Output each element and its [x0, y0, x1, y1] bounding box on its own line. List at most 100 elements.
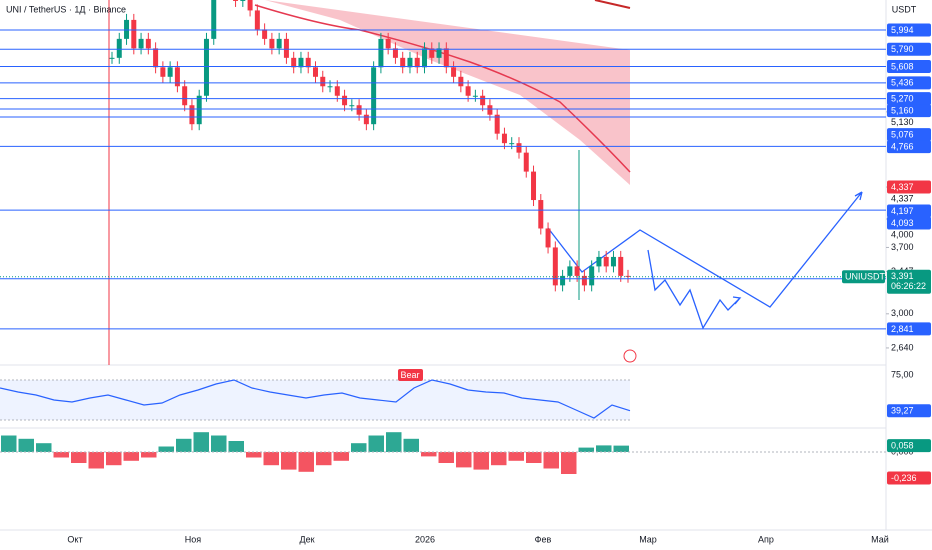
- price-tag-box: [887, 104, 931, 118]
- candle: [429, 48, 435, 58]
- histogram-bar: [543, 452, 559, 469]
- price-tag: 5,436: [891, 78, 914, 88]
- histogram-bar: [1, 435, 17, 452]
- candle: [392, 48, 398, 58]
- projection: [647, 249, 742, 330]
- price-tag: 5,608: [891, 61, 914, 71]
- candle: [320, 76, 326, 87]
- candle: [233, 0, 239, 1]
- price-tag-box: [887, 42, 931, 56]
- price-tag: 5,160: [891, 105, 914, 115]
- candle: [327, 86, 333, 88]
- candle: [174, 67, 180, 87]
- oscillator-value-box: [887, 471, 931, 485]
- histogram-bar: [228, 441, 244, 452]
- price-tag: 4,197: [891, 206, 914, 216]
- candle: [538, 200, 544, 229]
- symbol-badge-box: [842, 270, 885, 284]
- x-tick-label: Фев: [535, 534, 552, 544]
- symbol-badge: UNIUSDT: [845, 272, 886, 282]
- candle: [509, 143, 515, 145]
- candle: [349, 105, 355, 107]
- candle: [378, 38, 384, 68]
- candle: [436, 48, 442, 58]
- last-price-box: [887, 269, 931, 294]
- candle: [189, 105, 195, 125]
- candle: [182, 86, 188, 106]
- candle: [283, 38, 289, 58]
- candle: [138, 38, 144, 49]
- price-tag-box: [887, 60, 931, 74]
- histogram-bar: [316, 452, 332, 466]
- candle: [552, 247, 558, 286]
- candle: [407, 57, 413, 68]
- oscillator-value-box: [887, 439, 931, 453]
- price-tag: 5,270: [891, 93, 914, 103]
- price-tag-box: [887, 128, 931, 142]
- price-tag: 2,841: [891, 324, 914, 334]
- histogram-bar: [246, 452, 262, 458]
- x-tick-label: Дек: [299, 534, 314, 544]
- price-tag: 4,093: [891, 218, 914, 228]
- candle: [422, 48, 428, 68]
- histogram-bar: [613, 445, 629, 452]
- candle: [131, 19, 137, 49]
- y-tick-label: 75,00: [891, 369, 914, 379]
- histogram-bar: [456, 452, 472, 468]
- candle: [603, 256, 609, 267]
- x-tick-label: 2026: [415, 534, 435, 544]
- candle: [400, 57, 406, 68]
- candle: [262, 29, 268, 39]
- x-tick-label: Апр: [758, 534, 774, 544]
- candle: [356, 105, 362, 115]
- histogram-bar: [351, 443, 367, 452]
- histogram-bar: [211, 435, 227, 452]
- candle: [610, 256, 616, 267]
- candle: [153, 48, 159, 68]
- candle: [363, 114, 369, 125]
- histogram-bar: [53, 452, 69, 458]
- candle: [145, 38, 151, 49]
- histogram-bar: [561, 452, 577, 474]
- histogram-bar: [106, 452, 122, 466]
- moving-average: [254, 4, 631, 173]
- histogram-bar: [491, 452, 507, 466]
- candle: [560, 275, 566, 286]
- candle: [334, 86, 340, 96]
- candle: [567, 266, 573, 276]
- price-tag-box: [887, 92, 931, 106]
- price-tag-box: [887, 23, 931, 37]
- y-tick-label: 3,000: [891, 308, 914, 318]
- candle: [291, 57, 297, 68]
- candle: [385, 38, 391, 49]
- histogram-bar: [193, 432, 209, 452]
- price-tag: 5,994: [891, 25, 914, 35]
- candle: [247, 0, 253, 11]
- candle: [589, 266, 595, 286]
- x-tick-label: Май: [871, 534, 889, 544]
- histogram-bar: [473, 452, 489, 470]
- candle: [371, 67, 377, 125]
- candle: [254, 10, 260, 30]
- candle: [298, 57, 304, 68]
- last-price: 3,391: [891, 271, 914, 281]
- candle: [487, 105, 493, 115]
- candle: [124, 19, 130, 39]
- rsi-band: [0, 380, 630, 420]
- x-tick-label: Окт: [67, 534, 82, 544]
- x-tick-label: Мар: [639, 534, 657, 544]
- rsi-line: [0, 379, 631, 419]
- price-tag: 5,790: [891, 44, 914, 54]
- candle: [516, 143, 522, 153]
- candle: [414, 57, 420, 68]
- histogram-bar: [158, 446, 174, 452]
- channel: [265, 0, 630, 185]
- moving-average: [594, 0, 631, 9]
- candle: [480, 95, 486, 106]
- y-tick-label: 4,337: [891, 193, 914, 203]
- candle: [494, 114, 500, 134]
- histogram-bar: [123, 452, 139, 461]
- histogram-bar: [578, 447, 594, 452]
- candle: [269, 38, 275, 49]
